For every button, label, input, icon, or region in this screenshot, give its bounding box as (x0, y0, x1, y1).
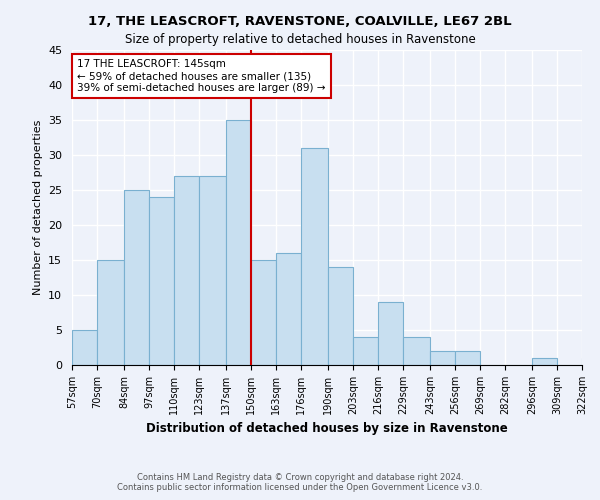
Bar (226, 120, 251, 365)
Bar (276, 253, 301, 365)
Bar (455, 351, 480, 365)
Bar (97, 260, 124, 365)
Y-axis label: Number of detached properties: Number of detached properties (32, 120, 43, 295)
Bar (353, 337, 378, 365)
Bar (72, 330, 97, 365)
Bar (251, 260, 276, 365)
Bar (301, 148, 328, 365)
Bar (124, 190, 149, 365)
Bar (378, 302, 403, 365)
Bar (199, 176, 226, 365)
Bar (403, 337, 430, 365)
Text: Size of property relative to detached houses in Ravenstone: Size of property relative to detached ho… (125, 32, 475, 46)
Text: 17 THE LEASCROFT: 145sqm
← 59% of detached houses are smaller (135)
39% of semi-: 17 THE LEASCROFT: 145sqm ← 59% of detach… (77, 60, 326, 92)
Bar (430, 351, 455, 365)
Bar (532, 358, 557, 365)
Bar (582, 358, 600, 365)
Text: 17, THE LEASCROFT, RAVENSTONE, COALVILLE, LE67 2BL: 17, THE LEASCROFT, RAVENSTONE, COALVILLE… (88, 15, 512, 28)
Bar (149, 197, 174, 365)
Text: Contains HM Land Registry data © Crown copyright and database right 2024.
Contai: Contains HM Land Registry data © Crown c… (118, 473, 482, 492)
Bar (328, 267, 353, 365)
Bar (174, 176, 199, 365)
X-axis label: Distribution of detached houses by size in Ravenstone: Distribution of detached houses by size … (146, 422, 508, 436)
